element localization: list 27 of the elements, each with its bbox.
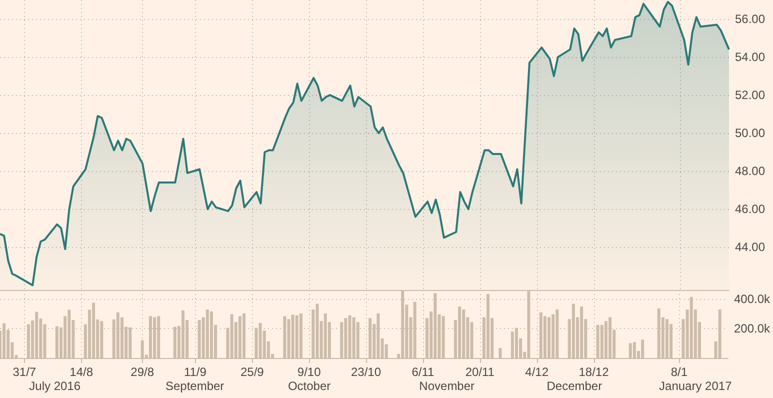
y-tick-label: 52.00	[735, 88, 766, 102]
x-tick-label: 18/12	[578, 365, 610, 379]
text: December	[546, 379, 602, 393]
x-tick-label: 11/9	[184, 365, 207, 379]
y-tick-label: 200.0k	[734, 321, 771, 336]
x-tick-label: 29/8	[130, 365, 154, 379]
text: November	[419, 379, 475, 393]
y-tick-label: 46.00	[735, 202, 766, 216]
y-tick-label: 50.00	[735, 126, 766, 140]
x-tick-label: 14/8	[70, 365, 94, 379]
text: July 2016	[29, 379, 81, 393]
x-tick-label: 31/7	[12, 365, 36, 379]
x-tick-label: 4/12	[525, 365, 549, 379]
y-tick-label: 44.00	[735, 240, 766, 254]
text: October	[288, 379, 331, 393]
x-tick-label: 9/10	[297, 365, 322, 379]
y-tick-label: 56.00	[735, 12, 766, 26]
x-tick-label: 6/11	[412, 365, 435, 379]
y-tick-label: 54.00	[735, 50, 766, 64]
y-tick-label: 400.0k	[734, 292, 771, 306]
text: September	[165, 379, 224, 393]
y-tick-label: 48.00	[735, 164, 766, 178]
x-tick-label: 23/10	[351, 365, 382, 379]
x-tick-label: 20/11	[465, 365, 495, 379]
x-tick-label: 8/1	[670, 365, 688, 379]
x-tick-label: 25/9	[240, 365, 264, 379]
text: January 2017	[659, 379, 732, 393]
